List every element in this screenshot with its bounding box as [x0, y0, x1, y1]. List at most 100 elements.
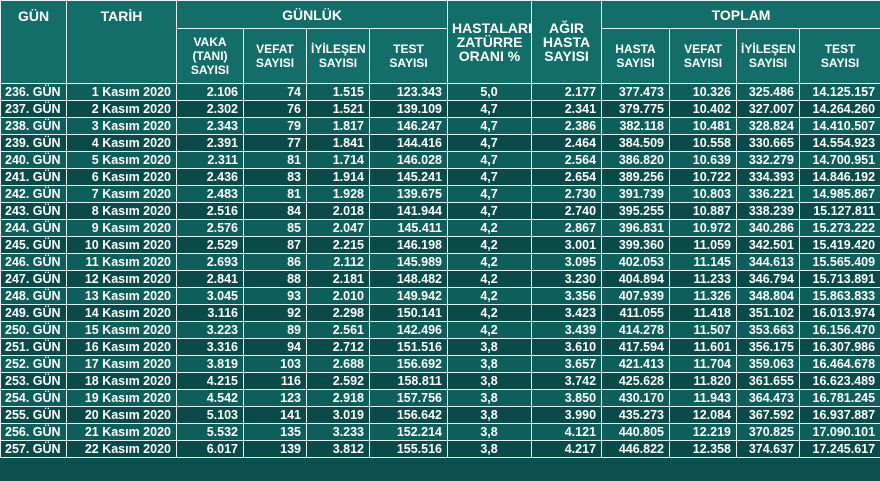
cell-tarih: 16 Kasım 2020	[66, 338, 177, 356]
cell-toplam-vefat: 10.326	[669, 83, 738, 101]
cell-toplam-iyilesen: 344.613	[736, 253, 801, 271]
cell-iyilesen: 3.812	[306, 440, 370, 458]
cell-vefat: 103	[243, 355, 307, 373]
cell-tarih: 13 Kasım 2020	[66, 287, 177, 305]
cell-vaka: 3.045	[176, 287, 244, 305]
cell-toplam-test: 15.273.222	[799, 219, 880, 237]
cell-toplam-vefat: 11.943	[669, 389, 738, 407]
cell-vefat: 84	[243, 202, 307, 220]
cell-toplam-iyilesen: 332.279	[736, 151, 801, 169]
cell-toplam-hasta: 417.594	[601, 338, 671, 356]
cell-toplam-hasta: 395.255	[601, 202, 671, 220]
cell-vefat: 87	[243, 236, 307, 254]
cell-toplam-vefat: 11.059	[669, 236, 738, 254]
cell-gun: 246. GÜN	[0, 253, 67, 271]
cell-test: 142.496	[368, 321, 449, 339]
cell-toplam-test: 14.846.192	[799, 168, 880, 186]
cell-zaturre: 4,7	[447, 100, 533, 118]
cell-tarih: 20 Kasım 2020	[66, 406, 177, 424]
cell-gun: 240. GÜN	[0, 151, 67, 169]
cell-test: 139.109	[368, 100, 449, 118]
cell-iyilesen: 3.233	[306, 423, 370, 441]
cell-gun: 244. GÜN	[0, 219, 67, 237]
table-body: 236. GÜN 1 Kasım 2020 2.106 74 1.515 123.343 5…	[0, 83, 880, 458]
cell-zaturre: 3,8	[447, 338, 533, 356]
cell-agir-hasta: 4.121	[531, 423, 603, 441]
table-row: 236. GÜN 1 Kasım 2020 2.106 74 1.515 123.343 5…	[0, 83, 880, 101]
cell-gun: 250. GÜN	[0, 321, 67, 339]
cell-vaka: 2.576	[176, 219, 244, 237]
cell-gun: 236. GÜN	[0, 83, 67, 101]
header-toplam-hasta: HASTA SAYISI	[601, 28, 671, 84]
cell-toplam-hasta: 391.739	[601, 185, 671, 203]
cell-toplam-vefat: 11.326	[669, 287, 738, 305]
cell-vefat: 94	[243, 338, 307, 356]
cell-toplam-hasta: 425.628	[601, 372, 671, 390]
cell-zaturre: 4,7	[447, 202, 533, 220]
cell-gun: 243. GÜN	[0, 202, 67, 220]
cell-vaka: 5.103	[176, 406, 244, 424]
cell-iyilesen: 2.018	[306, 202, 370, 220]
cell-tarih: 12 Kasım 2020	[66, 270, 177, 288]
table-row: 250. GÜN 15 Kasım 2020 3.223 89 2.561 142.496…	[0, 321, 880, 339]
cell-zaturre: 3,8	[447, 389, 533, 407]
cell-gun: 241. GÜN	[0, 168, 67, 186]
cell-vaka: 3.116	[176, 304, 244, 322]
cell-vaka: 2.302	[176, 100, 244, 118]
cell-agir-hasta: 3.850	[531, 389, 603, 407]
cell-zaturre: 4,2	[447, 270, 533, 288]
cell-zaturre: 4,2	[447, 287, 533, 305]
cell-toplam-hasta: 382.118	[601, 117, 671, 135]
cell-toplam-iyilesen: 348.804	[736, 287, 801, 305]
cell-toplam-iyilesen: 356.175	[736, 338, 801, 356]
cell-agir-hasta: 3.095	[531, 253, 603, 271]
cell-toplam-hasta: 386.820	[601, 151, 671, 169]
table-row: 257. GÜN 22 Kasım 2020 6.017 139 3.812 155.51…	[0, 440, 880, 458]
cell-iyilesen: 1.928	[306, 185, 370, 203]
cell-toplam-test: 16.156.470	[799, 321, 880, 339]
cell-toplam-vefat: 10.481	[669, 117, 738, 135]
table-row: 245. GÜN 10 Kasım 2020 2.529 87 2.215 146.198…	[0, 236, 880, 254]
cell-agir-hasta: 2.464	[531, 134, 603, 152]
table-row: 252. GÜN 17 Kasım 2020 3.819 103 2.688 156.69…	[0, 355, 880, 373]
header-test: TEST SAYISI	[368, 28, 449, 84]
cell-toplam-hasta: 377.473	[601, 83, 671, 101]
cell-toplam-hasta: 404.894	[601, 270, 671, 288]
table-row: 238. GÜN 3 Kasım 2020 2.343 79 1.817 146.247 4…	[0, 117, 880, 135]
cell-tarih: 14 Kasım 2020	[66, 304, 177, 322]
header-agir-hasta: AĞIR HASTA SAYISI	[531, 0, 603, 84]
header-toplam-test: TEST SAYISI	[799, 28, 880, 84]
cell-test: 152.214	[368, 423, 449, 441]
cell-tarih: 19 Kasım 2020	[66, 389, 177, 407]
cell-iyilesen: 2.561	[306, 321, 370, 339]
cell-test: 123.343	[368, 83, 449, 101]
cell-iyilesen: 2.010	[306, 287, 370, 305]
table-row: 242. GÜN 7 Kasım 2020 2.483 81 1.928 139.675 4…	[0, 185, 880, 203]
cell-gun: 253. GÜN	[0, 372, 67, 390]
cell-toplam-hasta: 421.413	[601, 355, 671, 373]
cell-toplam-vefat: 11.601	[669, 338, 738, 356]
cell-test: 145.989	[368, 253, 449, 271]
cell-vefat: 93	[243, 287, 307, 305]
cell-gun: 248. GÜN	[0, 287, 67, 305]
cell-zaturre: 4,2	[447, 219, 533, 237]
cell-toplam-test: 17.090.101	[799, 423, 880, 441]
cell-toplam-vefat: 10.558	[669, 134, 738, 152]
cell-toplam-vefat: 10.972	[669, 219, 738, 237]
cell-test: 158.811	[368, 372, 449, 390]
cell-toplam-iyilesen: 338.239	[736, 202, 801, 220]
cell-toplam-iyilesen: 361.655	[736, 372, 801, 390]
cell-iyilesen: 2.047	[306, 219, 370, 237]
cell-vaka: 3.819	[176, 355, 244, 373]
cell-vaka: 2.841	[176, 270, 244, 288]
cell-toplam-vefat: 11.820	[669, 372, 738, 390]
cell-toplam-test: 14.985.867	[799, 185, 880, 203]
cell-test: 156.692	[368, 355, 449, 373]
cell-toplam-iyilesen: 340.286	[736, 219, 801, 237]
cell-toplam-vefat: 10.722	[669, 168, 738, 186]
cell-tarih: 7 Kasım 2020	[66, 185, 177, 203]
cell-toplam-iyilesen: 359.063	[736, 355, 801, 373]
cell-tarih: 4 Kasım 2020	[66, 134, 177, 152]
cell-vefat: 81	[243, 185, 307, 203]
cell-toplam-iyilesen: 328.824	[736, 117, 801, 135]
